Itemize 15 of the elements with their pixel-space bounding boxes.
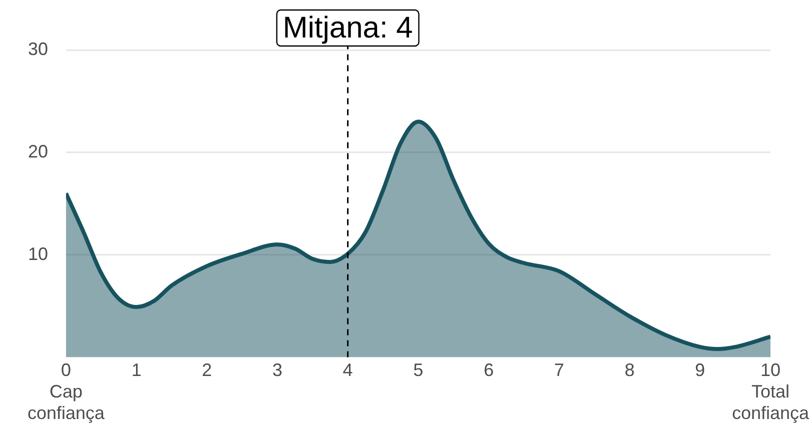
x-tick-label: 0 Cap confiança: [27, 360, 106, 424]
x-tick-label: 5: [413, 360, 424, 380]
x-tick-label: 9: [695, 360, 706, 380]
x-tick-label: 7: [554, 360, 564, 380]
x-tick-label: 2: [202, 360, 212, 380]
y-tick-label: 10: [28, 244, 48, 264]
y-tick-label: 20: [28, 141, 48, 162]
x-tick-label: 1: [131, 360, 142, 380]
ref-line-label: Mitjana: 4: [282, 11, 413, 44]
y-tick-label: 30: [28, 38, 48, 59]
x-tick-label: 10 Total confiança: [732, 360, 810, 424]
x-tick-label: 6: [484, 360, 494, 380]
x-tick-label: 3: [272, 360, 282, 380]
x-tick-label: 8: [624, 360, 635, 380]
x-tick-label: 4: [342, 360, 353, 380]
